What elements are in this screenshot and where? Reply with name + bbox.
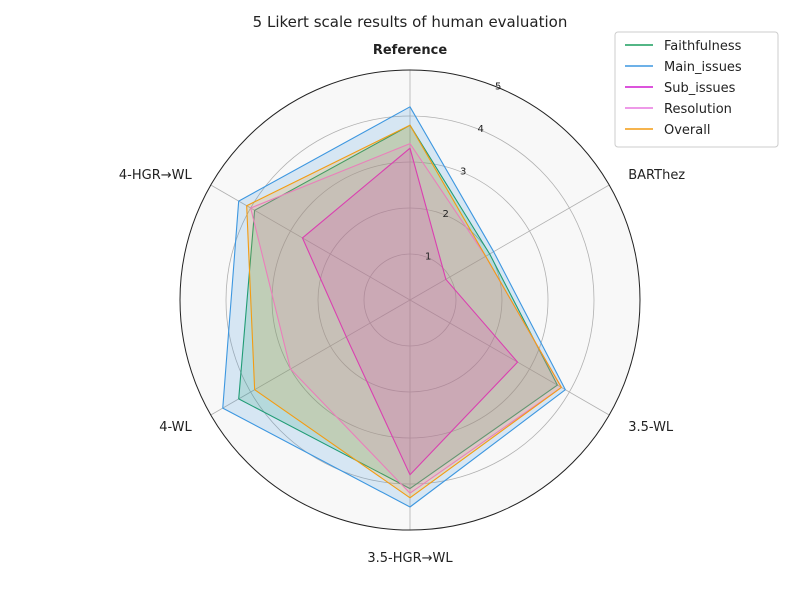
legend-label: Sub_issues	[664, 81, 736, 96]
plot-area: 1 2 3 4 5 Reference BARThez 3.5-WL 3.5-HGR→WL 4-W…	[119, 43, 685, 566]
axis-spoke	[409, 184, 610, 301]
radial-tick-label: 2	[443, 209, 449, 220]
chart-title: 5 Likert scale results of human evaluati…	[253, 13, 568, 31]
axis-label: 4-WL	[159, 420, 192, 435]
legend-label: Faithfulness	[664, 39, 742, 54]
axis-label: 4-HGR→WL	[119, 168, 193, 183]
legend-frame	[614, 31, 779, 148]
legend-label: Overall	[664, 123, 710, 138]
legend: Faithfulness Main_issues Sub_issues Resolut…	[614, 31, 779, 148]
legend-label: Main_issues	[664, 60, 742, 75]
axis-label: 3.5-WL	[628, 420, 674, 435]
radial-tick-label: 4	[478, 124, 484, 135]
legend-label: Resolution	[664, 102, 732, 117]
axis-spoke	[210, 184, 411, 301]
radial-tick-label: 5	[495, 81, 501, 92]
radial-tick-label: 3	[460, 167, 466, 178]
axis-spoke	[210, 299, 411, 416]
axis-spoke	[409, 299, 610, 416]
outer-frame	[179, 69, 641, 531]
axis-label: BARThez	[628, 168, 685, 183]
axis-label: Reference	[373, 43, 447, 58]
axis-label: 3.5-HGR→WL	[367, 551, 453, 566]
radial-tick-label: 1	[425, 252, 431, 263]
